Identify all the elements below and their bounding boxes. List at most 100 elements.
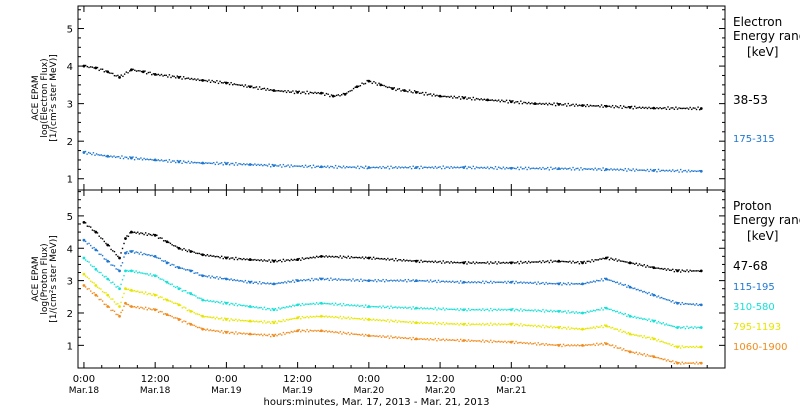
- data-dot: [662, 107, 664, 109]
- data-dot: [450, 95, 452, 98]
- data-dot: [477, 166, 479, 169]
- data-dot: [265, 283, 267, 285]
- data-dot: [444, 309, 446, 311]
- data-point: [118, 287, 121, 291]
- data-point: [272, 282, 276, 286]
- data-dot: [306, 166, 308, 168]
- data-point: [296, 279, 300, 283]
- data-dot: [547, 260, 549, 262]
- data-dot: [90, 226, 92, 228]
- data-dot: [687, 303, 690, 305]
- data-dot: [227, 317, 229, 320]
- data-dot: [100, 298, 102, 301]
- data-dot: [577, 167, 579, 170]
- data-dot: [399, 307, 402, 309]
- data-dot: [193, 251, 195, 253]
- data-dot: [551, 344, 554, 346]
- data-dot: [393, 336, 395, 339]
- data-dot: [127, 235, 130, 238]
- data-dot: [539, 344, 541, 346]
- data-dot: [217, 278, 220, 280]
- data-dot: [357, 333, 359, 336]
- data-dot: [516, 342, 519, 344]
- data-dot: [554, 104, 557, 107]
- data-dot: [421, 91, 424, 94]
- data-dot: [342, 279, 345, 281]
- data-dot: [379, 280, 381, 282]
- data-dot: [493, 168, 495, 170]
- data-dot: [513, 282, 516, 285]
- data-dot: [513, 310, 516, 312]
- data-dot: [585, 282, 587, 285]
- data-dot: [526, 102, 528, 105]
- data-dot: [108, 296, 111, 298]
- data-dot: [213, 300, 215, 302]
- data-dot: [421, 338, 424, 341]
- data-dot: [580, 344, 582, 347]
- data-dot: [203, 316, 205, 318]
- data-dot: [352, 333, 354, 335]
- data-dot: [176, 246, 178, 248]
- data-dot: [675, 268, 677, 271]
- data-dot: [480, 166, 482, 169]
- data-dot: [308, 330, 310, 333]
- data-dot: [330, 94, 333, 96]
- data-dot: [499, 262, 501, 264]
- data-dot: [524, 261, 527, 263]
- data-dot: [599, 168, 601, 170]
- data-dot: [151, 254, 153, 257]
- data-dot: [388, 321, 391, 323]
- data-dot: [395, 306, 397, 308]
- data-dot: [569, 312, 571, 314]
- data-dot: [548, 102, 551, 105]
- data-dot: [341, 278, 343, 281]
- data-dot: [610, 327, 612, 329]
- data-dot: [132, 290, 134, 292]
- data-dot: [146, 293, 148, 296]
- data-dot: [138, 158, 141, 160]
- data-dot: [496, 341, 498, 343]
- data-dot: [315, 315, 318, 317]
- data-dot: [466, 263, 468, 265]
- data-dot: [171, 263, 173, 266]
- data-dot: [534, 324, 536, 327]
- data-dot: [266, 87, 269, 90]
- data-dot: [270, 282, 272, 285]
- data-dot: [238, 332, 240, 334]
- data-dot: [668, 360, 671, 363]
- data-dot: [363, 257, 365, 260]
- data-dot: [547, 166, 549, 169]
- data-dot: [507, 102, 509, 104]
- data-dot: [322, 315, 324, 318]
- data-dot: [535, 310, 538, 313]
- data-dot: [659, 267, 661, 270]
- data-dot: [186, 292, 189, 294]
- data-dot: [224, 161, 226, 164]
- data-dot: [113, 301, 116, 303]
- data-dot: [407, 337, 410, 340]
- data-dot: [143, 293, 145, 295]
- data-dot: [132, 68, 134, 71]
- data-dot: [550, 325, 552, 327]
- data-dot: [545, 260, 547, 263]
- data-dot: [287, 164, 289, 166]
- data-dot: [113, 283, 116, 286]
- data-dot: [117, 303, 119, 305]
- data-dot: [315, 165, 318, 168]
- data-dot: [228, 279, 231, 281]
- data-dot: [608, 308, 611, 311]
- data-dot: [208, 79, 210, 81]
- data-point: [699, 169, 703, 173]
- data-dot: [518, 102, 520, 105]
- data-dot: [501, 99, 503, 101]
- data-dot: [281, 166, 283, 168]
- data-dot: [292, 318, 294, 320]
- data-dot: [689, 326, 691, 329]
- data-dot: [133, 289, 136, 292]
- data-dot: [363, 319, 365, 321]
- data-dot: [502, 166, 505, 168]
- data-dot: [621, 284, 623, 286]
- data-point: [248, 280, 252, 284]
- data-dot: [295, 304, 297, 306]
- data-dot: [339, 255, 342, 257]
